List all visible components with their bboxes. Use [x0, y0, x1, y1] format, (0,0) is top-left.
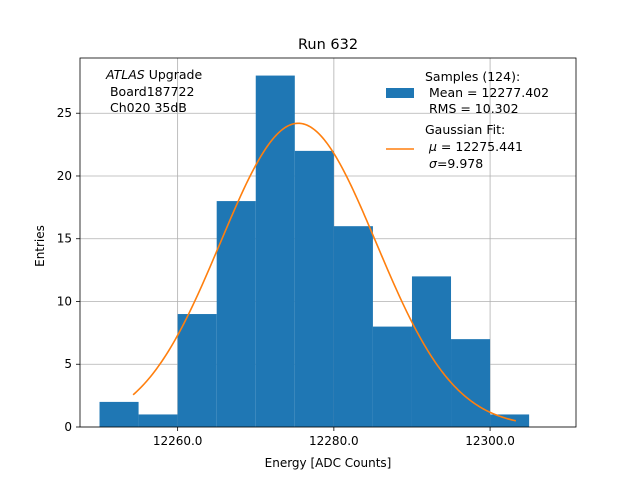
legend-fit-sigma: σ=9.978	[429, 156, 483, 171]
axis-ticks: 12260.0 12280.0 12300.0 0 5 10 15 20 25	[57, 106, 515, 448]
x-tick-label: 12280.0	[309, 434, 359, 448]
y-tick-label: 20	[57, 169, 72, 183]
gaussian-fit-curve	[132, 122, 517, 422]
histogram-bar	[138, 414, 178, 427]
histogram-bar	[490, 414, 530, 427]
x-tick-label: 12260.0	[153, 434, 203, 448]
legend-fit-title: Gaussian Fit:	[425, 122, 505, 137]
histogram-bar	[99, 401, 139, 427]
annotation-line-2: Board187722	[106, 84, 194, 99]
annotation-line-1: ATLAS Upgrade	[105, 67, 202, 82]
atlas-label: ATLAS	[105, 67, 145, 82]
y-tick-label: 25	[57, 106, 72, 120]
legend-samples-mean: Mean = 12277.402	[425, 85, 549, 100]
sigma-symbol: σ	[429, 156, 438, 171]
annotation-text: ATLAS Upgrade Board187722 Ch020 35dB	[105, 67, 202, 115]
legend-samples-rms: RMS = 10.302	[425, 101, 519, 116]
mu-symbol: μ	[428, 139, 437, 154]
histogram-bar	[372, 326, 412, 427]
sigma-value: =9.978	[437, 156, 483, 171]
gaussian-fit	[132, 122, 517, 422]
histogram-bar	[411, 276, 452, 427]
y-tick-label: 10	[57, 294, 72, 308]
histogram-bar	[294, 150, 334, 427]
mu-value: = 12275.441	[437, 139, 523, 154]
y-axis-label: Entries	[33, 225, 47, 267]
legend-samples-swatch	[386, 88, 414, 98]
histogram-bar	[333, 226, 373, 427]
x-axis-label: Energy [ADC Counts]	[265, 456, 392, 470]
legend: Samples (124): Mean = 12277.402 RMS = 10…	[386, 69, 549, 171]
y-tick-label: 0	[64, 420, 72, 434]
histogram-bar	[177, 314, 217, 427]
histogram-bar	[451, 339, 491, 427]
histogram-bar	[255, 75, 295, 428]
annotation-line-3: Ch020 35dB	[106, 100, 187, 115]
histogram-bar	[216, 201, 256, 427]
x-tick-label: 12300.0	[465, 434, 515, 448]
chart-title: Run 632	[298, 37, 358, 53]
histogram-bars	[99, 75, 530, 428]
legend-samples-title: Samples (124):	[425, 69, 520, 84]
upgrade-label: Upgrade	[145, 67, 203, 82]
y-tick-label: 15	[57, 232, 72, 246]
y-tick-label: 5	[64, 357, 72, 371]
legend-fit-mu: μ = 12275.441	[428, 139, 523, 154]
axes-frame	[79, 57, 577, 428]
